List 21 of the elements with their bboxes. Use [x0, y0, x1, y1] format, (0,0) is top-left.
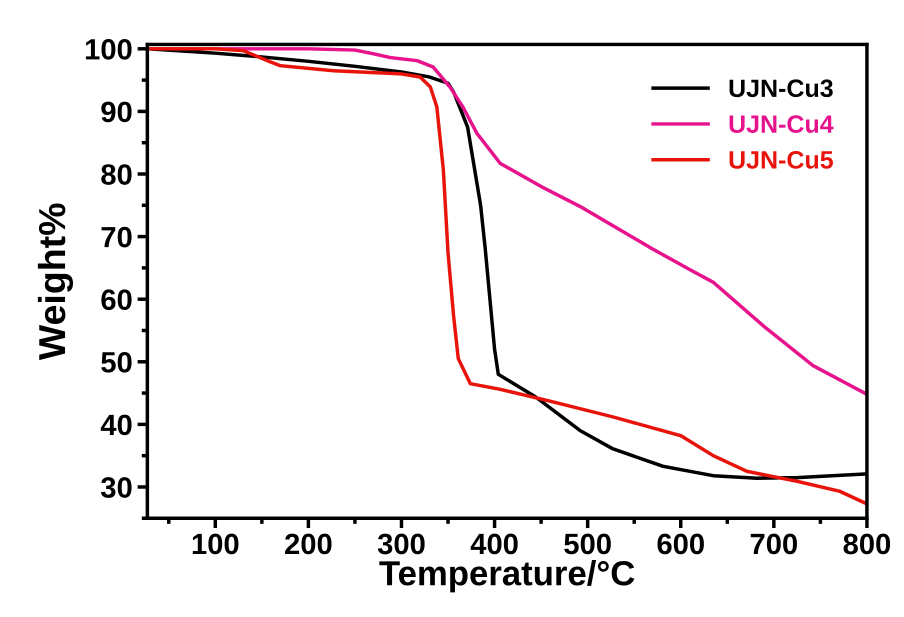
x-tick-label: 100: [192, 534, 238, 554]
y-tick-label: 50: [101, 352, 132, 373]
y-tick-label: 70: [102, 226, 132, 248]
x-tick-label: 600: [657, 534, 704, 554]
x-tick-label: 500: [564, 534, 611, 554]
legend-label: UJN-Cu3: [730, 79, 833, 98]
x-tick-label: 300: [378, 534, 425, 554]
x-tick-label: 800: [844, 534, 890, 554]
y-tick-label: 90: [101, 102, 132, 122]
y-tick-label: 60: [101, 289, 132, 310]
y-tick-label: 80: [101, 164, 132, 185]
x-tick-label: 700: [750, 534, 797, 554]
x-tick-label: 400: [470, 534, 518, 554]
y-axis-title: Weight%: [38, 204, 73, 360]
x-tick-label: 200: [285, 534, 332, 554]
x-axis-title: Temperature/°C: [379, 560, 634, 592]
legend-label: UJN-Cu5: [730, 151, 833, 169]
y-tick-label: 100: [86, 39, 132, 60]
y-tick-label: 30: [101, 477, 132, 498]
legend-label: UJN-Cu4: [730, 115, 834, 133]
y-tick-label: 40: [100, 414, 132, 436]
